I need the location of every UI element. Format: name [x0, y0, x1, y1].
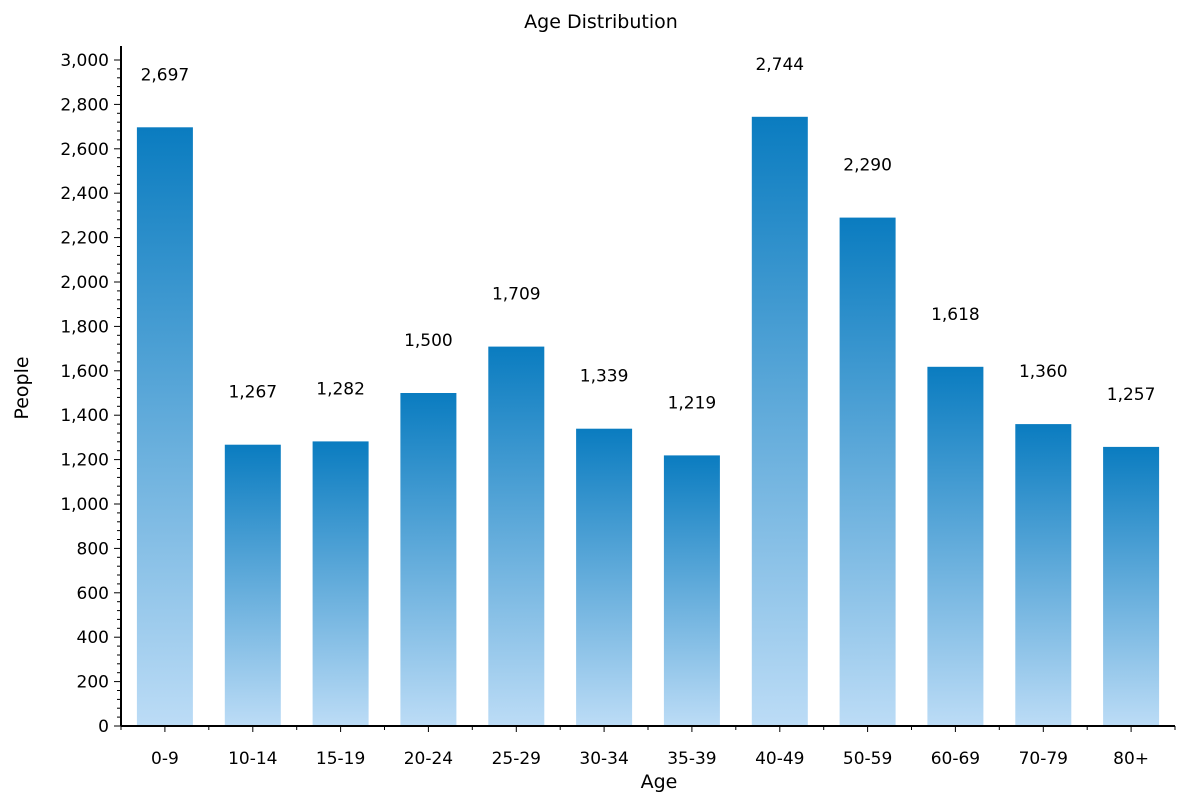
y-tick-label-0: 0: [98, 717, 109, 737]
data-label-15-19: 1,282: [316, 379, 365, 399]
bars-layer: [136, 116, 1160, 727]
x-tick-label-20-24: 20-24: [404, 749, 453, 769]
x-axis-title: Age: [641, 771, 678, 793]
bar-30-34: [576, 428, 633, 726]
data-label-25-29: 1,709: [492, 285, 541, 305]
y-axis: 0 200 400 600 800 1,000 1,200 1,400 1,600 1,800 2,…: [60, 46, 122, 737]
x-tick-label-50-59: 50-59: [843, 749, 892, 769]
y-tick-label-1000: 1,000: [60, 495, 109, 515]
x-tick-label-40-49: 40-49: [755, 749, 804, 769]
y-tick-label-2600: 2,600: [60, 140, 109, 160]
bar-50-59: [839, 217, 896, 726]
x-tick-label-15-19: 15-19: [316, 749, 365, 769]
bar-25-29: [488, 346, 545, 726]
data-label-60-69: 1,618: [931, 305, 980, 325]
data-labels-layer: 2,697 1,267 1,282 1,500 1,709 1,339 1,219 2,744…: [141, 55, 1156, 414]
data-label-50-59: 2,290: [843, 156, 892, 176]
bar-10-14: [224, 444, 281, 726]
bar-20-24: [400, 393, 457, 726]
x-tick-label-70-79: 70-79: [1019, 749, 1068, 769]
y-tick-label-2000: 2,000: [60, 273, 109, 293]
bar-60-69: [927, 366, 984, 726]
data-label-20-24: 1,500: [404, 331, 453, 351]
y-tick-label-1600: 1,600: [60, 362, 109, 382]
bar-70-79: [1015, 424, 1072, 726]
x-tick-label-35-39: 35-39: [667, 749, 716, 769]
x-tick-label-30-34: 30-34: [579, 749, 628, 769]
y-axis-title: People: [11, 356, 33, 419]
y-tick-label-1200: 1,200: [60, 451, 109, 471]
y-tick-label-1800: 1,800: [60, 317, 109, 337]
y-tick-label-3000: 3,000: [60, 51, 109, 71]
x-tick-label-10-14: 10-14: [228, 749, 277, 769]
data-label-10-14: 1,267: [228, 383, 277, 403]
bar-15-19: [312, 441, 369, 726]
x-tick-label-60-69: 60-69: [931, 749, 980, 769]
y-tick-label-400: 400: [77, 628, 109, 648]
x-tick-label-0-9: 0-9: [151, 749, 179, 769]
y-tick-label-2200: 2,200: [60, 229, 109, 249]
x-tick-label-80+: 80+: [1113, 749, 1149, 769]
y-tick-label-200: 200: [77, 673, 109, 693]
data-label-30-34: 1,339: [580, 367, 629, 387]
x-tick-label-25-29: 25-29: [492, 749, 541, 769]
y-tick-label-600: 600: [77, 584, 109, 604]
chart-title: Age Distribution: [524, 11, 678, 33]
bar-80+: [1103, 446, 1160, 726]
bar-40-49: [751, 116, 808, 727]
y-tick-label-800: 800: [77, 539, 109, 559]
data-label-35-39: 1,219: [668, 393, 717, 413]
data-label-40-49: 2,744: [755, 55, 804, 75]
y-tick-label-2800: 2,800: [60, 95, 109, 115]
data-label-80+: 1,257: [1107, 385, 1156, 405]
data-label-0-9: 2,697: [141, 65, 190, 85]
bar-0-9: [136, 127, 193, 727]
bar-35-39: [663, 455, 720, 726]
x-axis: 0-9 10-14 15-19 20-24 25-29 30-34 35-39 40-49 50…: [120, 725, 1176, 769]
y-tick-label-1400: 1,400: [60, 406, 109, 426]
data-label-70-79: 1,360: [1019, 362, 1068, 382]
y-tick-label-2400: 2,400: [60, 184, 109, 204]
